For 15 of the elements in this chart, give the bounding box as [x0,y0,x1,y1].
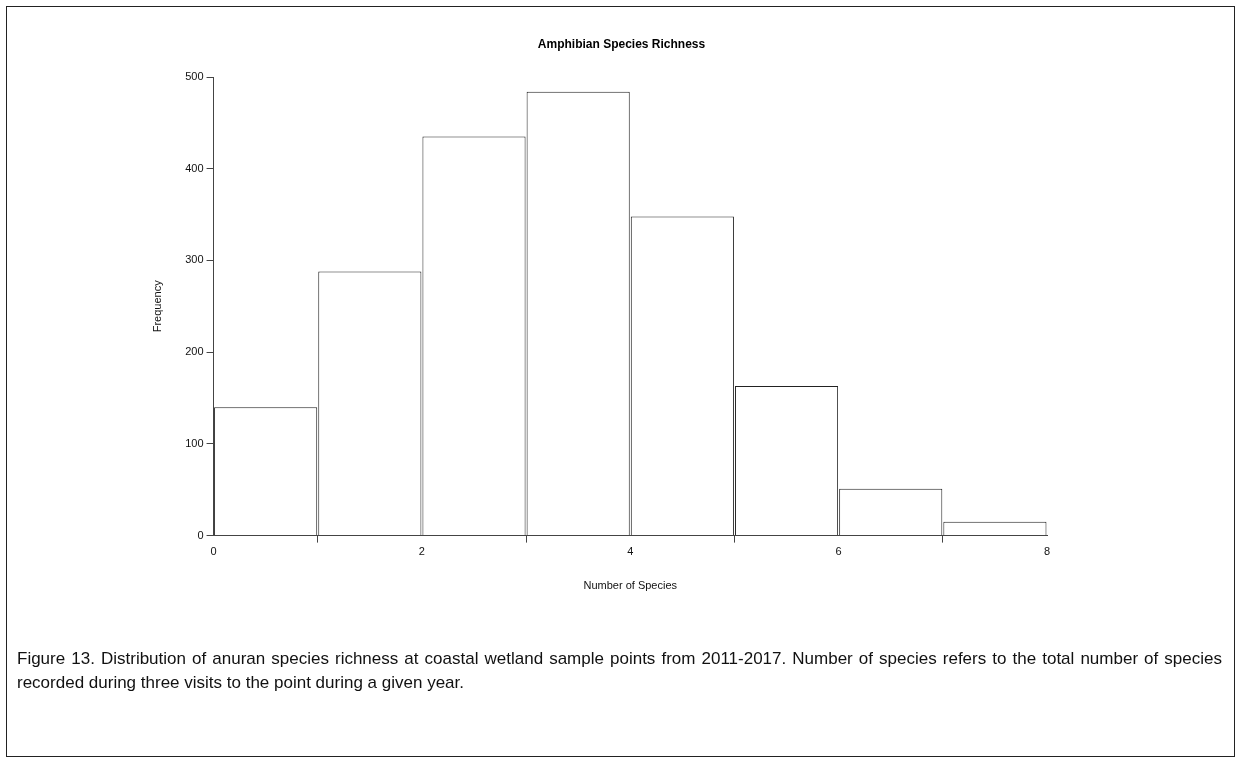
y-tick-label: 300 [185,253,204,266]
y-tick-label: 200 [185,345,204,358]
x-tick-label: 2 [418,545,425,558]
x-axis-title: Number of Species [583,579,678,592]
y-tick-label: 100 [185,436,204,449]
y-tick-label: 500 [185,70,204,83]
x-tick-label: 0 [210,545,217,558]
chart-title: Amphibian Species Richness [536,37,707,51]
x-tick-label: 6 [835,545,842,558]
caption: Figure 13. Distribution of anuran species richness at coastal wetland sample points from 2011-2017. Number of species refers to the total number of species recorded during three visits to the point during a given year. [17,648,1222,694]
y-tick-label: 400 [185,161,204,174]
y-tick-label: 0 [197,528,204,541]
y-axis-title: Frequency [150,279,163,333]
x-tick-label: 8 [1043,545,1051,558]
x-tick-label: 4 [627,545,634,558]
